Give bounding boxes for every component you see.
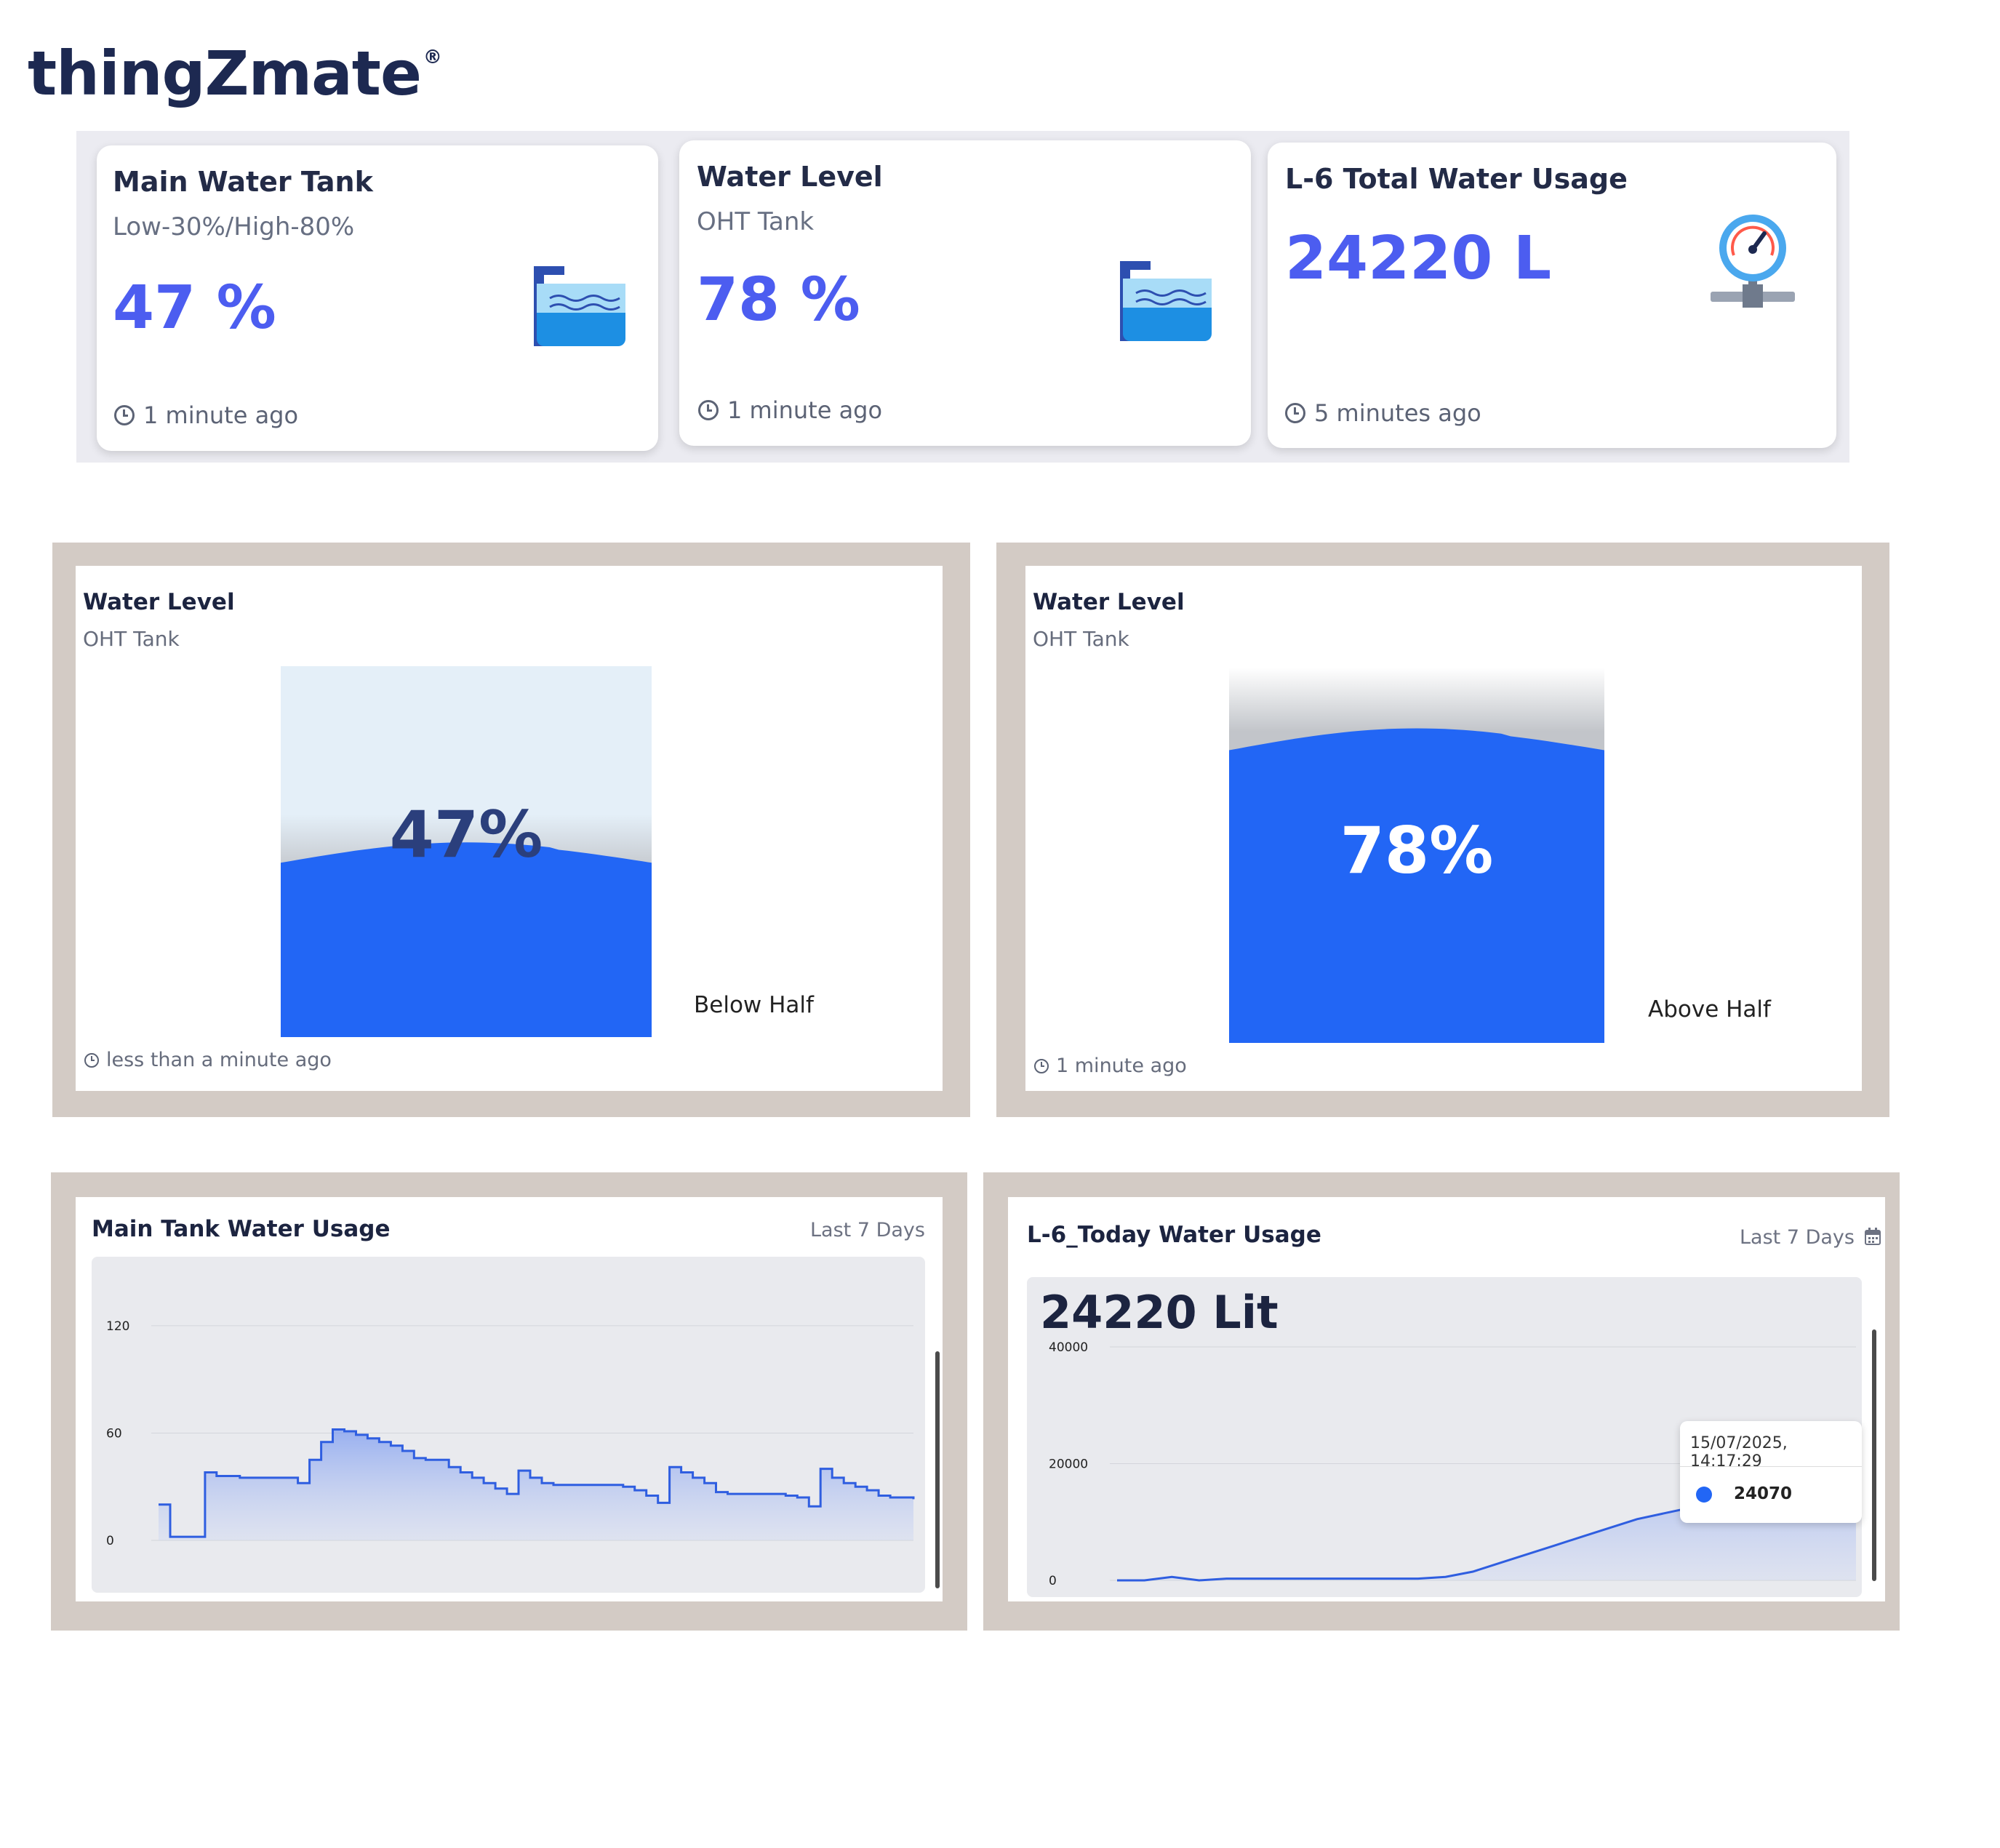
tank-card-title: Water Level bbox=[83, 589, 235, 615]
flow-meter-icon bbox=[1708, 212, 1798, 310]
series-dot-icon bbox=[1696, 1487, 1712, 1503]
tank-updated: 1 minute ago bbox=[1034, 1055, 1187, 1077]
kpi-updated: 1 minute ago bbox=[698, 396, 882, 424]
scrollbar[interactable] bbox=[1872, 1329, 1876, 1581]
kpi-updated-text: 5 minutes ago bbox=[1314, 399, 1481, 427]
kpi-value: 47 % bbox=[113, 273, 276, 343]
clock-icon bbox=[698, 400, 719, 420]
tank-state-label: Above Half bbox=[1648, 996, 1771, 1023]
y-tick-label: 0 bbox=[1049, 1574, 1057, 1588]
kpi-subtitle: OHT Tank bbox=[697, 207, 815, 236]
kpi-subtitle: Low-30%/High-80% bbox=[113, 212, 355, 241]
series-area bbox=[1117, 1439, 1856, 1580]
tank-updated-text: less than a minute ago bbox=[106, 1049, 332, 1071]
series-area bbox=[159, 1429, 913, 1540]
clock-icon bbox=[1034, 1058, 1049, 1073]
kpi-updated-text: 1 minute ago bbox=[143, 401, 299, 429]
usage-card-l6-today[interactable]: L-6_Today Water Usage Last 7 Days 24220 … bbox=[1008, 1197, 1885, 1601]
tank-card-subtitle: OHT Tank bbox=[1033, 627, 1129, 651]
usage-card-title: Main Tank Water Usage bbox=[92, 1216, 391, 1242]
tank-card-title: Water Level bbox=[1033, 589, 1185, 615]
range-selector[interactable]: Last 7 Days bbox=[810, 1219, 925, 1241]
tank-level-visual bbox=[1229, 668, 1604, 1043]
series-line bbox=[159, 1428, 915, 1538]
kpi-updated: 1 minute ago bbox=[114, 401, 298, 429]
tank-card-subtitle: OHT Tank bbox=[83, 627, 180, 651]
y-tick-label: 120 bbox=[106, 1319, 129, 1334]
water-tank-icon bbox=[529, 262, 628, 351]
usage-card-main-tank[interactable]: Main Tank Water Usage Last 7 Days 0 60 120 bbox=[76, 1197, 943, 1601]
clock-icon bbox=[84, 1052, 99, 1068]
usage-total-value: 24220 Lit bbox=[1040, 1286, 1279, 1339]
registered-mark: ® bbox=[423, 47, 442, 68]
clock-icon bbox=[114, 405, 135, 425]
tank-updated-text: 1 minute ago bbox=[1056, 1055, 1187, 1077]
tank-card-water-level-2[interactable]: Water Level OHT Tank 78% Above Half 1 mi… bbox=[1025, 566, 1862, 1091]
water-tank-icon bbox=[1116, 257, 1214, 345]
tank-water-fill bbox=[281, 842, 652, 1037]
calendar-icon[interactable] bbox=[1865, 1228, 1881, 1245]
tank-level-text: 47% bbox=[389, 797, 543, 872]
y-tick-label: 20000 bbox=[1049, 1457, 1088, 1472]
kpi-card-total-water-usage[interactable]: L-6 Total Water Usage 24220 L 5 minutes … bbox=[1268, 143, 1836, 448]
kpi-card-main-water-tank[interactable]: Main Water Tank Low-30%/High-80% 47 % 1 … bbox=[97, 145, 658, 451]
tooltip-divider bbox=[1680, 1466, 1862, 1467]
y-tick-label: 60 bbox=[106, 1426, 122, 1441]
tooltip-value: 24070 bbox=[1734, 1484, 1793, 1503]
kpi-title: Water Level bbox=[697, 161, 883, 193]
kpi-card-water-level[interactable]: Water Level OHT Tank 78 % 1 minute ago bbox=[679, 140, 1251, 446]
tank-card-water-level-1[interactable]: Water Level OHT Tank 47% Below Half less… bbox=[76, 566, 943, 1091]
tank-level-visual bbox=[281, 666, 652, 1037]
brand-logo: thingZmate ® bbox=[28, 38, 442, 109]
kpi-value: 78 % bbox=[697, 265, 860, 335]
kpi-title: L-6 Total Water Usage bbox=[1285, 163, 1628, 195]
kpi-value: 24220 L bbox=[1285, 224, 1552, 293]
kpi-updated-text: 1 minute ago bbox=[727, 396, 883, 424]
usage-card-title: L-6_Today Water Usage bbox=[1027, 1222, 1321, 1248]
brand-name: thingZmate bbox=[28, 38, 422, 109]
range-selector[interactable]: Last 7 Days bbox=[1740, 1226, 1855, 1249]
tank-updated: less than a minute ago bbox=[84, 1049, 332, 1071]
tank-level-text: 78% bbox=[1340, 813, 1494, 888]
main-tank-usage-chart: 0 60 120 bbox=[106, 1319, 915, 1548]
y-tick-label: 0 bbox=[106, 1534, 114, 1548]
scrollbar[interactable] bbox=[935, 1351, 940, 1588]
kpi-updated: 5 minutes ago bbox=[1285, 399, 1481, 427]
usage-chart-area: 24220 Lit 0 20000 40000 15/07/2025, 14:17:… bbox=[1027, 1277, 1862, 1597]
y-tick-label: 40000 bbox=[1049, 1340, 1088, 1355]
usage-chart-area: 0 60 120 bbox=[92, 1257, 925, 1593]
kpi-title: Main Water Tank bbox=[113, 166, 373, 198]
clock-icon bbox=[1285, 403, 1305, 423]
tooltip-time: 15/07/2025, 14:17:29 bbox=[1690, 1434, 1788, 1471]
chart-tooltip: 15/07/2025, 14:17:29 24070 bbox=[1680, 1421, 1862, 1523]
tank-water-fill bbox=[1229, 728, 1604, 1043]
tank-state-label: Below Half bbox=[694, 992, 814, 1018]
